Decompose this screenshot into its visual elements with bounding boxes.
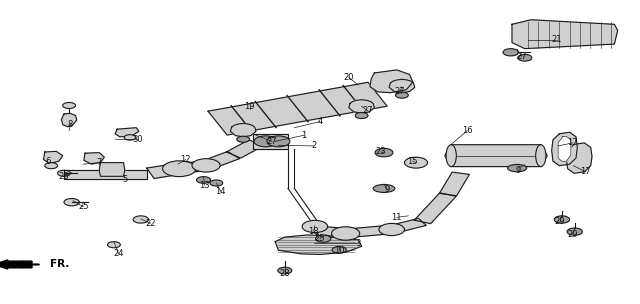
Circle shape: [63, 102, 76, 109]
Text: 30: 30: [132, 135, 143, 144]
Circle shape: [133, 216, 148, 223]
Polygon shape: [61, 113, 77, 127]
Text: 26: 26: [59, 172, 69, 181]
Polygon shape: [445, 145, 547, 167]
Text: 5: 5: [122, 175, 127, 184]
Polygon shape: [317, 226, 348, 238]
Text: 25: 25: [78, 202, 88, 211]
Circle shape: [355, 112, 368, 119]
Text: 25: 25: [315, 234, 325, 243]
Text: 4: 4: [317, 117, 323, 126]
Text: 18: 18: [308, 226, 319, 236]
Polygon shape: [44, 151, 63, 164]
Circle shape: [163, 161, 196, 177]
Text: 2: 2: [311, 141, 316, 150]
Polygon shape: [230, 123, 256, 137]
Polygon shape: [389, 79, 415, 93]
Circle shape: [254, 136, 277, 147]
Text: 28: 28: [280, 269, 290, 278]
Circle shape: [302, 220, 328, 233]
Ellipse shape: [373, 185, 395, 192]
Text: 9: 9: [516, 166, 521, 175]
Text: 6: 6: [45, 157, 51, 166]
Text: 27: 27: [267, 137, 277, 146]
Circle shape: [64, 199, 79, 206]
Polygon shape: [344, 225, 392, 238]
Text: FR.: FR.: [50, 260, 69, 269]
Polygon shape: [370, 70, 413, 93]
Text: 20: 20: [344, 73, 354, 82]
Polygon shape: [566, 143, 592, 173]
Circle shape: [375, 148, 393, 157]
Polygon shape: [147, 164, 183, 178]
Polygon shape: [253, 134, 288, 149]
Polygon shape: [200, 151, 239, 169]
Polygon shape: [414, 193, 456, 224]
Circle shape: [196, 177, 211, 183]
Text: 15: 15: [408, 157, 418, 166]
Polygon shape: [115, 128, 139, 137]
Circle shape: [278, 267, 292, 274]
Ellipse shape: [508, 164, 527, 172]
Polygon shape: [177, 161, 207, 174]
Polygon shape: [349, 100, 374, 113]
Polygon shape: [552, 132, 577, 166]
Text: 14: 14: [216, 187, 226, 196]
Circle shape: [503, 49, 518, 56]
Text: 17: 17: [568, 138, 578, 147]
Polygon shape: [64, 170, 147, 179]
FancyArrow shape: [0, 260, 32, 269]
Text: 29: 29: [555, 217, 565, 226]
Ellipse shape: [446, 145, 456, 167]
Text: 19: 19: [244, 102, 255, 111]
Circle shape: [316, 235, 331, 242]
Text: 21: 21: [552, 35, 562, 44]
Text: 7: 7: [97, 158, 102, 167]
Text: 27: 27: [516, 52, 527, 61]
Circle shape: [554, 216, 570, 223]
Text: 27: 27: [395, 87, 405, 96]
Circle shape: [124, 135, 136, 140]
Text: 1: 1: [301, 131, 307, 140]
Text: 11: 11: [392, 213, 402, 222]
Circle shape: [396, 92, 408, 98]
Polygon shape: [558, 136, 571, 162]
Text: 17: 17: [580, 167, 591, 176]
Circle shape: [404, 157, 428, 168]
Circle shape: [237, 136, 250, 142]
Text: 12: 12: [180, 155, 191, 164]
Circle shape: [192, 159, 220, 172]
Circle shape: [58, 170, 70, 176]
Circle shape: [267, 136, 290, 147]
Circle shape: [332, 227, 360, 240]
Polygon shape: [99, 163, 125, 176]
Polygon shape: [84, 153, 104, 164]
Text: 24: 24: [113, 249, 124, 258]
Text: 23: 23: [376, 147, 386, 157]
Polygon shape: [227, 140, 263, 158]
Circle shape: [567, 228, 582, 235]
Text: 13: 13: [200, 181, 210, 190]
Polygon shape: [208, 82, 387, 135]
Text: 27: 27: [363, 106, 373, 116]
Polygon shape: [512, 20, 618, 49]
Polygon shape: [388, 218, 426, 233]
Polygon shape: [440, 172, 469, 196]
Text: 22: 22: [145, 219, 156, 228]
Polygon shape: [275, 235, 362, 254]
Circle shape: [518, 54, 532, 61]
Text: 3: 3: [356, 239, 361, 248]
Text: 29: 29: [568, 230, 578, 239]
Circle shape: [45, 163, 58, 169]
Circle shape: [332, 247, 346, 253]
Text: 16: 16: [462, 126, 472, 135]
Circle shape: [210, 180, 223, 186]
Text: 10: 10: [334, 246, 344, 255]
Ellipse shape: [536, 145, 546, 167]
Circle shape: [379, 223, 404, 236]
Text: 9: 9: [385, 185, 390, 195]
Text: 8: 8: [68, 120, 73, 129]
Circle shape: [108, 242, 120, 248]
